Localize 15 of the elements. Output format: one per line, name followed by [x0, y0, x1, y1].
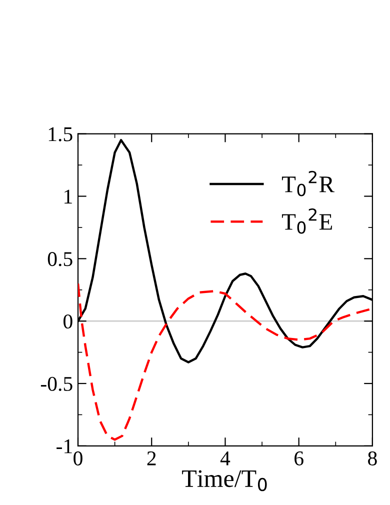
legend-label: T$_{0}$$^{2}$R: [282, 170, 334, 196]
x-tick-label: 4: [220, 452, 230, 466]
y-tick-label: 0: [64, 314, 72, 329]
legend-label: T$_{0}$$^{2}$E: [282, 208, 332, 234]
y-tick-label: 0.5: [48, 252, 72, 266]
x-tick-label: 6: [294, 451, 304, 466]
y-tick-label: 1: [64, 190, 72, 204]
x-tick-label: 0: [74, 451, 82, 466]
x-axis-title: Time/T$_{0}$: [182, 470, 267, 492]
line-series: [78, 282, 372, 441]
y-tick-label: -0.5: [40, 376, 72, 392]
x-tick-label: 8: [368, 451, 377, 466]
y-tick-label: 1.5: [48, 127, 72, 142]
y-tick-label: -1: [56, 439, 72, 454]
x-tick-label: 2: [147, 451, 156, 466]
